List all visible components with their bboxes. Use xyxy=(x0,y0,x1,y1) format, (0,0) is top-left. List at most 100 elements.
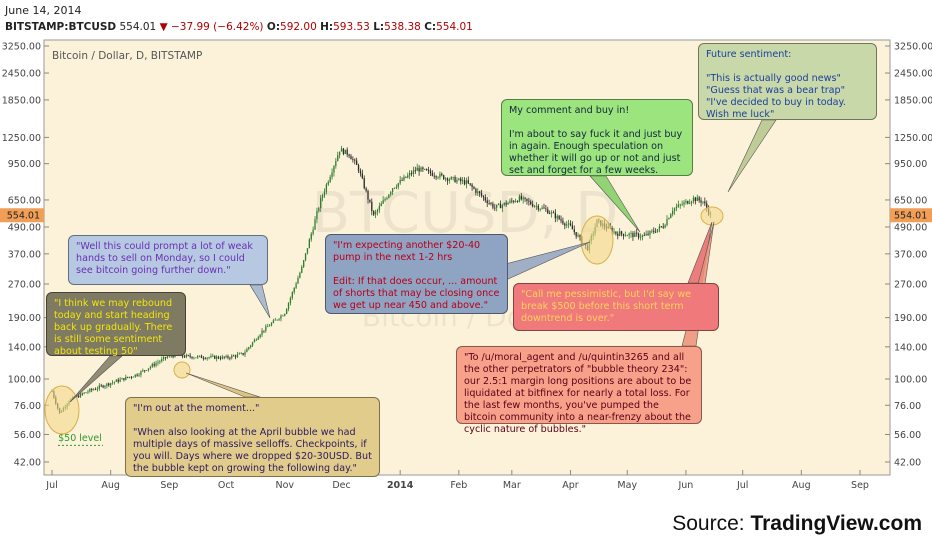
candle[interactable] xyxy=(537,204,539,212)
candle[interactable] xyxy=(569,220,572,227)
candle[interactable] xyxy=(658,223,661,233)
candle[interactable] xyxy=(503,202,505,207)
candle[interactable] xyxy=(615,231,617,236)
candle[interactable] xyxy=(217,355,220,360)
candle[interactable] xyxy=(206,357,208,361)
candle[interactable] xyxy=(622,233,625,240)
candle[interactable] xyxy=(312,226,314,236)
candle[interactable] xyxy=(321,193,324,202)
candle[interactable] xyxy=(128,376,131,379)
candle[interactable] xyxy=(265,324,267,333)
candle[interactable] xyxy=(700,197,702,207)
candle[interactable] xyxy=(157,359,159,366)
candle[interactable] xyxy=(628,232,630,239)
candle[interactable] xyxy=(696,194,698,202)
candle[interactable] xyxy=(92,388,95,391)
candle[interactable] xyxy=(268,323,271,327)
candle[interactable] xyxy=(664,223,666,229)
candle[interactable] xyxy=(418,165,420,176)
candle[interactable] xyxy=(210,353,212,359)
annotation-buy-in-note[interactable]: My comment and buy in! I'm about to say … xyxy=(501,99,693,176)
candle[interactable] xyxy=(242,352,244,356)
candle[interactable] xyxy=(352,156,354,163)
candle[interactable] xyxy=(522,195,524,204)
candle[interactable] xyxy=(344,149,346,155)
candle[interactable] xyxy=(363,175,365,190)
candle[interactable] xyxy=(435,175,437,181)
candle[interactable] xyxy=(469,183,471,186)
candle[interactable] xyxy=(672,207,674,217)
annotation-weak-hands-note[interactable]: "Well this could prompt a lot of weak ha… xyxy=(68,235,268,285)
candle[interactable] xyxy=(547,206,549,214)
highlight-august-dip[interactable] xyxy=(173,361,191,379)
candle[interactable] xyxy=(376,208,379,216)
candle[interactable] xyxy=(405,176,407,179)
candle[interactable] xyxy=(221,354,223,360)
candle[interactable] xyxy=(416,163,418,171)
candle[interactable] xyxy=(403,174,405,182)
candle[interactable] xyxy=(427,166,430,175)
candle[interactable] xyxy=(488,199,490,205)
candle[interactable] xyxy=(567,219,570,229)
candle[interactable] xyxy=(215,355,218,362)
candle[interactable] xyxy=(125,374,127,381)
candle[interactable] xyxy=(617,231,619,240)
candle[interactable] xyxy=(123,378,125,382)
candle[interactable] xyxy=(698,195,700,203)
candle[interactable] xyxy=(634,230,636,238)
candle[interactable] xyxy=(681,200,683,206)
candle[interactable] xyxy=(197,354,199,359)
candle[interactable] xyxy=(560,215,562,224)
candle[interactable] xyxy=(456,177,458,185)
candle[interactable] xyxy=(301,264,303,274)
candle[interactable] xyxy=(149,365,152,370)
candle[interactable] xyxy=(679,203,681,209)
candle[interactable] xyxy=(530,199,532,206)
candle[interactable] xyxy=(420,166,422,172)
candle[interactable] xyxy=(113,381,116,385)
candle[interactable] xyxy=(259,333,261,339)
candle[interactable] xyxy=(378,202,381,214)
candle[interactable] xyxy=(475,187,477,196)
candle[interactable] xyxy=(687,200,689,205)
highlight-april-low[interactable] xyxy=(580,215,614,265)
candle[interactable] xyxy=(138,372,140,377)
candle[interactable] xyxy=(147,368,150,372)
candle[interactable] xyxy=(261,328,263,338)
candle[interactable] xyxy=(549,210,551,215)
candle[interactable] xyxy=(284,313,286,317)
candle[interactable] xyxy=(236,351,239,359)
candle[interactable] xyxy=(446,177,449,185)
candle[interactable] xyxy=(295,281,297,290)
candle[interactable] xyxy=(276,319,278,321)
candle[interactable] xyxy=(467,176,469,185)
candle[interactable] xyxy=(225,354,227,359)
candle[interactable] xyxy=(702,201,704,205)
candle[interactable] xyxy=(399,176,401,185)
candle[interactable] xyxy=(668,217,670,220)
candle[interactable] xyxy=(518,194,521,203)
source-brand[interactable]: TradingView.com xyxy=(750,512,922,535)
candle[interactable] xyxy=(272,318,275,324)
candle[interactable] xyxy=(492,201,494,210)
candle[interactable] xyxy=(338,151,341,159)
candle[interactable] xyxy=(253,338,256,343)
candle[interactable] xyxy=(556,214,558,222)
candle[interactable] xyxy=(151,362,153,368)
candle[interactable] xyxy=(293,287,295,295)
candle[interactable] xyxy=(85,392,87,394)
candle[interactable] xyxy=(159,359,161,365)
candle[interactable] xyxy=(369,199,371,204)
candle[interactable] xyxy=(431,170,434,177)
candle[interactable] xyxy=(461,176,464,185)
candle[interactable] xyxy=(673,207,676,215)
candle[interactable] xyxy=(119,377,121,383)
candle[interactable] xyxy=(333,165,335,177)
candle[interactable] xyxy=(511,197,513,204)
candle[interactable] xyxy=(96,386,99,392)
candle[interactable] xyxy=(437,176,439,180)
candle[interactable] xyxy=(539,208,541,212)
highlight-june-drop[interactable] xyxy=(700,206,724,226)
candle[interactable] xyxy=(371,198,373,216)
candle[interactable] xyxy=(620,230,623,237)
